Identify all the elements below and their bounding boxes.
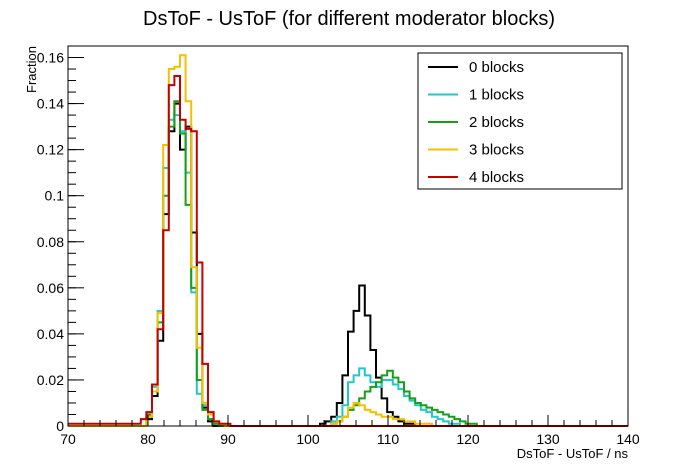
plot-frame	[67, 45, 629, 427]
x-tick-label: 140	[616, 431, 640, 447]
x-tick-label: 100	[296, 431, 320, 447]
legend-label: 0 blocks	[469, 59, 524, 76]
y-axis: 0 0.02 0.04 0.06 0.08 0.1 0.12 0.14 0.16	[37, 45, 84, 434]
x-axis-label: DsToF - UsToF / ns	[517, 446, 629, 461]
x-axis: 70 80 90 100 110 120 130 140	[60, 415, 640, 447]
x-tick-label: 120	[456, 431, 480, 447]
x-tick-label: 130	[536, 431, 560, 447]
y-tick-label: 0.08	[37, 234, 64, 250]
legend-label: 2 blocks	[469, 114, 524, 131]
x-tick-label: 70	[60, 431, 76, 447]
y-tick-label: 0.12	[37, 142, 64, 158]
chart-title: DsToF - UsToF (for different moderator b…	[143, 8, 555, 30]
y-tick-label: 0.14	[37, 96, 64, 112]
x-tick-label: 110	[377, 431, 400, 447]
legend: 0 blocks 1 blocks 2 blocks 3 blocks 4 blocks	[417, 52, 623, 190]
y-tick-label: 0.02	[37, 372, 64, 388]
y-tick-label: 0	[56, 418, 64, 434]
y-axis-label: Fraction	[24, 46, 39, 93]
legend-label: 1 blocks	[469, 87, 524, 104]
y-tick-label: 0.04	[37, 326, 64, 342]
y-tick-label: 0.06	[37, 280, 64, 296]
y-tick-label: 0.1	[45, 188, 65, 204]
x-tick-label: 80	[140, 431, 156, 447]
y-tick-label: 0.16	[37, 50, 64, 66]
legend-label: 4 blocks	[469, 169, 524, 186]
x-tick-label: 90	[220, 431, 236, 447]
legend-label: 3 blocks	[469, 142, 524, 159]
